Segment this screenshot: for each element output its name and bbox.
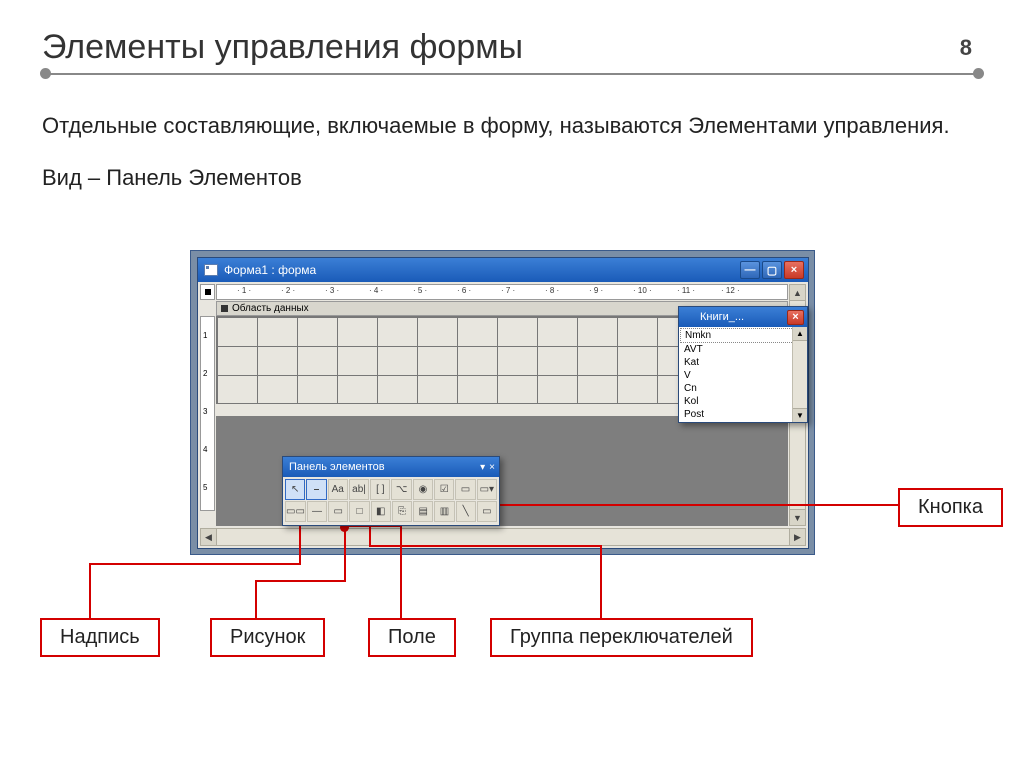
main-titlebar[interactable]: Форма1 : форма — ▢ ×: [198, 258, 808, 282]
horizontal-ruler[interactable]: · 1 · · 2 · · 3 · · 4 · · 5 · · 6 · · 7 · · 8 ·…: [216, 284, 788, 300]
main-window-title: Форма1 : форма: [224, 263, 316, 277]
ruler-tick: · 9 ·: [589, 286, 603, 295]
screenshot-frame: Форма1 : форма — ▢ × · 1 · · 2 · · 3 · · 4 …: [190, 250, 815, 555]
fieldlist-title: Книги_...: [700, 311, 744, 323]
scroll-right-icon[interactable]: ▶: [789, 529, 805, 545]
vruler-tick: 5: [203, 483, 207, 492]
title-divider: [42, 73, 982, 75]
toolbox-combo-button[interactable]: ▭: [455, 479, 475, 500]
ruler-tick: · 10 ·: [633, 286, 652, 295]
ruler-tick: · 3 ·: [325, 286, 339, 295]
toolbox-checkbox-button[interactable]: ☑: [434, 479, 454, 500]
fieldlist-item[interactable]: Kat: [680, 356, 806, 369]
toolbox-subform-button[interactable]: ▤: [413, 501, 433, 522]
callout-line-label-v2: [89, 563, 91, 618]
ruler-tick: · 5 ·: [413, 286, 427, 295]
toolbox-titlebar[interactable]: Панель элементов ▾ ×: [283, 457, 499, 477]
callout-line-optgroup-v2: [600, 545, 602, 618]
scroll-up-icon[interactable]: ▲: [790, 285, 805, 301]
vruler-tick: 1: [203, 331, 207, 340]
callout-line-picture-v2: [255, 580, 257, 618]
horizontal-scrollbar[interactable]: ◀ ▶: [200, 528, 806, 546]
ruler-tick: · 6 ·: [457, 286, 471, 295]
scroll-left-icon[interactable]: ◀: [201, 529, 217, 545]
scroll-down-icon[interactable]: ▼: [790, 509, 805, 525]
fieldlist-scroll-up-icon[interactable]: ▲: [793, 327, 807, 341]
toolbox-listbox-button[interactable]: ▭▾: [477, 479, 497, 500]
close-button[interactable]: ×: [784, 261, 804, 279]
page-number: 8: [960, 35, 972, 61]
toolbox-toggle-button[interactable]: ⌥: [391, 479, 411, 500]
toolbox-bound-button[interactable]: □: [349, 501, 369, 522]
fieldlist-item[interactable]: AVT: [680, 343, 806, 356]
toolbox-line-button[interactable]: ▥: [434, 501, 454, 522]
toolbox-wizard-button[interactable]: ⎯: [306, 479, 326, 500]
toolbox-image-button[interactable]: —: [307, 501, 327, 522]
callout-line-button: [489, 504, 899, 506]
toolbox-unbound-button[interactable]: ▭: [328, 501, 348, 522]
toolbox-button-button[interactable]: ▭▭: [285, 501, 306, 522]
minimize-button[interactable]: —: [740, 261, 760, 279]
callout-line-label-h: [89, 563, 301, 565]
fieldlist-item[interactable]: Nmkn: [680, 328, 806, 343]
fieldlist-item[interactable]: Post: [680, 408, 806, 421]
callout-optiongroup: Группа переключателей: [490, 618, 753, 657]
toolbox-optiongroup-button[interactable]: [ ]: [370, 479, 390, 500]
callout-line-picture-v: [344, 528, 346, 580]
menu-path-text: Вид – Панель Элементов: [42, 165, 982, 191]
toolbox-option-button[interactable]: ◉: [413, 479, 433, 500]
fieldlist-scrollbar[interactable]: ▲ ▼: [792, 327, 807, 422]
fieldlist-item[interactable]: Kol: [680, 395, 806, 408]
fieldlist-window[interactable]: Книги_... × NmknAVTKatVCnKolPost ▲ ▼: [678, 306, 808, 423]
toolbox-window[interactable]: Панель элементов ▾ × ↖⎯Aaab|[ ]⌥◉☑▭▭▾ ▭▭…: [282, 456, 500, 526]
toolbox-title: Панель элементов: [289, 461, 385, 473]
maximize-button[interactable]: ▢: [762, 261, 782, 279]
fieldlist-titlebar[interactable]: Книги_... ×: [679, 307, 807, 327]
vruler-tick: 3: [203, 407, 207, 416]
ruler-tick: · 7 ·: [501, 286, 515, 295]
toolbox-pointer-button[interactable]: ↖: [285, 479, 305, 500]
fieldlist-close-button[interactable]: ×: [787, 310, 804, 325]
section-header-label: Область данных: [232, 303, 309, 314]
callout-button: Кнопка: [898, 488, 1003, 527]
toolbox-rect-button[interactable]: ╲: [456, 501, 476, 522]
form-icon: [204, 264, 218, 276]
ruler-tick: · 11 ·: [677, 286, 695, 295]
ruler-tick: · 4 ·: [369, 286, 383, 295]
toolbox-more-button[interactable]: ▭: [477, 501, 497, 522]
fieldlist-icon: [684, 312, 696, 322]
toolbox-close-icon[interactable]: ×: [489, 462, 495, 473]
vruler-tick: 2: [203, 369, 207, 378]
ruler-tick: · 12 ·: [721, 286, 740, 295]
toolbox-textbox-button[interactable]: ab|: [349, 479, 369, 500]
slide-title: Элементы управления формы: [42, 28, 523, 67]
ruler-corner[interactable]: [200, 284, 215, 300]
vertical-ruler[interactable]: 1 2 3 4 5: [200, 316, 215, 511]
section-marker-icon: [221, 305, 228, 312]
callout-label: Надпись: [40, 618, 160, 657]
fieldlist-item[interactable]: V: [680, 369, 806, 382]
vruler-tick: 4: [203, 445, 207, 454]
ruler-tick: · 2 ·: [281, 286, 295, 295]
fieldlist-item[interactable]: Cn: [680, 382, 806, 395]
callout-picture: Рисунок: [210, 618, 325, 657]
ruler-tick: · 1 ·: [237, 286, 251, 295]
toolbox-pagebreak-button[interactable]: ◧: [371, 501, 391, 522]
toolbox-label-button[interactable]: Aa: [328, 479, 348, 500]
callout-line-picture-h: [255, 580, 346, 582]
callout-field: Поле: [368, 618, 456, 657]
toolbox-tab-button[interactable]: ⎘: [392, 501, 412, 522]
fieldlist-scroll-down-icon[interactable]: ▼: [793, 408, 807, 422]
body-paragraph: Отдельные составляющие, включаемые в фор…: [42, 111, 982, 141]
ruler-tick: · 8 ·: [545, 286, 559, 295]
toolbox-dropdown-icon[interactable]: ▾: [480, 462, 485, 473]
callout-line-optgroup-h: [369, 545, 600, 547]
